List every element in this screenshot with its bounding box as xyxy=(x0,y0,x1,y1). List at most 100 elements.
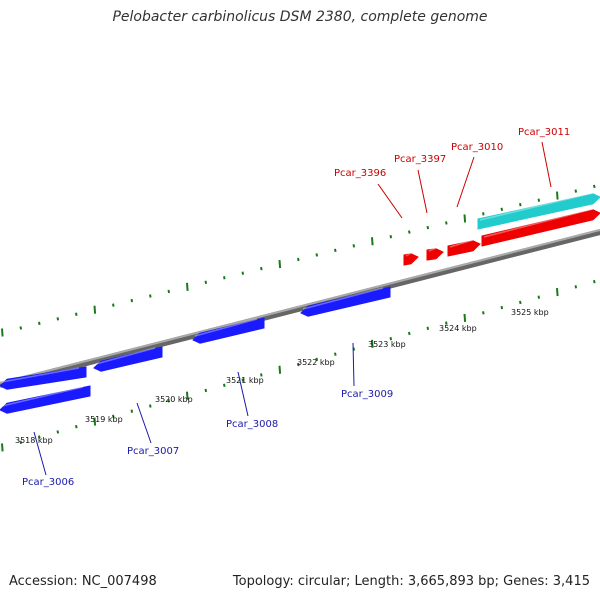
gene-label-pcar-3397: Pcar_3397 xyxy=(394,154,446,165)
backbone-highlight xyxy=(0,229,600,384)
gene-pcar-3010-b xyxy=(481,208,600,247)
scale-label: 3520 kbp xyxy=(155,395,193,404)
scale-label: 3524 kbp xyxy=(439,324,477,333)
lower-tick xyxy=(112,414,115,419)
lower-tick xyxy=(334,352,337,356)
upper-tick xyxy=(408,230,411,234)
lower-tick xyxy=(167,399,171,403)
upper-tick xyxy=(463,214,467,223)
lower-tick xyxy=(204,388,208,393)
lower-tick xyxy=(223,383,226,387)
scale-label: 3519 kbp xyxy=(85,415,123,424)
upper-tick xyxy=(186,282,189,291)
lower-tick xyxy=(149,404,152,408)
gene-labels: Pcar_3396 Pcar_3397 Pcar_3010 Pcar_3011 Pcar… xyxy=(22,127,570,488)
gene-label-pcar-3396: Pcar_3396 xyxy=(334,168,386,179)
gene-label-pcar-3010: Pcar_3010 xyxy=(451,142,503,153)
upper-tick xyxy=(445,221,448,225)
gene-pcar-3397 xyxy=(426,247,444,261)
gene-pcar-3397-body xyxy=(426,248,444,261)
gene-pcar-3010-b-body xyxy=(481,209,600,247)
genome-summary: Topology: circular; Length: 3,665,893 bp… xyxy=(232,574,590,589)
upper-tick xyxy=(167,289,171,294)
upper-tick xyxy=(204,280,208,285)
lower-tick-track xyxy=(1,279,596,452)
lower-tick xyxy=(556,287,559,297)
lower-tick xyxy=(371,339,374,348)
upper-tick xyxy=(1,328,4,337)
lower-tick xyxy=(315,357,319,362)
lower-tick xyxy=(519,300,522,305)
lower-tick xyxy=(93,417,97,426)
upper-tick xyxy=(112,303,115,307)
scale-labels: 3518 kbp 3519 kbp 3520 kbp 3521 kbp 3522 kbp… xyxy=(15,308,549,445)
gene-label-pcar-3009-leader xyxy=(352,342,355,387)
gene-label-pcar-3008-leader xyxy=(237,371,249,417)
scale-label: 3521 kbp xyxy=(226,376,264,385)
lower-tick xyxy=(75,425,78,429)
gene-pcar-3396-body xyxy=(403,253,419,266)
gene-label-pcar-3008: Pcar_3008 xyxy=(226,419,278,430)
lower-tick xyxy=(297,362,300,367)
upper-tick xyxy=(315,253,319,257)
upper-tick xyxy=(352,244,356,248)
upper-tick xyxy=(371,237,374,246)
accession-label: Accession: NC_007498 xyxy=(9,574,157,589)
gene-pcar-3006-a xyxy=(0,366,87,390)
gene-pcar-3011-body xyxy=(477,193,600,230)
lower-tick xyxy=(463,313,467,323)
gene-label-pcar-3007: Pcar_3007 xyxy=(127,446,179,457)
lower-tick xyxy=(56,430,60,434)
gene-label-pcar-3006: Pcar_3006 xyxy=(22,477,74,488)
lower-tick xyxy=(537,295,541,299)
lower-tick xyxy=(260,373,263,377)
upper-tick xyxy=(500,207,504,211)
gene-pcar-3011 xyxy=(477,192,600,230)
upper-tick xyxy=(130,298,134,303)
upper-tick xyxy=(426,225,430,230)
lower-tick xyxy=(408,331,411,336)
scale-label: 3523 kbp xyxy=(368,340,406,349)
lower-tick xyxy=(500,305,504,310)
gene-pcar-3006-bevel xyxy=(1,386,84,407)
upper-tick xyxy=(593,184,596,189)
backbone-line xyxy=(0,229,600,388)
gene-label-pcar-3006-leader xyxy=(33,431,47,476)
gene-label-pcar-3010-leader xyxy=(456,156,475,208)
gene-label-pcar-3011: Pcar_3011 xyxy=(518,127,570,138)
upper-tick xyxy=(334,248,337,253)
scale-label: 3525 kbp xyxy=(511,308,549,317)
lower-tick xyxy=(241,378,245,382)
gene-pcar-3006 xyxy=(0,385,91,414)
lower-tick xyxy=(186,391,189,400)
gene-pcar-3011-bevel xyxy=(479,192,594,221)
gene-pcar-3009 xyxy=(300,286,391,317)
gene-pcar-3007-body xyxy=(93,346,163,372)
lower-tick xyxy=(1,443,4,452)
upper-tick xyxy=(297,257,300,262)
upper-tick xyxy=(19,326,23,330)
lower-tick xyxy=(130,409,134,413)
upper-tick-track xyxy=(1,184,596,337)
gene-pcar-3006-a-bevel xyxy=(1,367,80,383)
upper-tick xyxy=(93,305,97,314)
gene-pcar-3007-bevel xyxy=(95,347,156,365)
upper-tick xyxy=(537,198,541,202)
upper-tick xyxy=(38,321,41,326)
scale-label: 3522 kbp xyxy=(297,358,335,367)
gene-label-pcar-3396-leader xyxy=(377,183,403,219)
upper-tick xyxy=(241,271,245,275)
gene-pcar-3006-body xyxy=(0,385,91,414)
gene-features xyxy=(0,192,600,414)
lower-tick xyxy=(426,326,430,330)
gene-label-pcar-3397-leader xyxy=(417,169,428,214)
scale-label: 3518 kbp xyxy=(15,436,53,445)
gene-pcar-3396-bevel xyxy=(405,252,412,257)
genome-backbone xyxy=(0,229,600,388)
gene-pcar-3010-b-bevel xyxy=(483,208,594,238)
gene-pcar-3006-a-body xyxy=(0,366,87,390)
gene-label-pcar-3011-leader xyxy=(541,141,552,188)
upper-tick xyxy=(482,212,485,216)
gene-pcar-3397-bevel xyxy=(428,247,437,252)
